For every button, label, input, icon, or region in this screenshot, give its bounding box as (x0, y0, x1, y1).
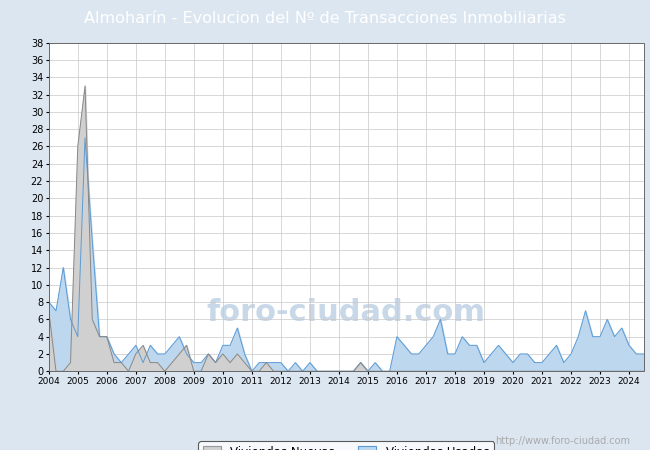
Text: http://www.foro-ciudad.com: http://www.foro-ciudad.com (495, 436, 630, 446)
Text: Almoharín - Evolucion del Nº de Transacciones Inmobiliarias: Almoharín - Evolucion del Nº de Transacc… (84, 11, 566, 26)
Text: foro-ciudad.com: foro-ciudad.com (207, 297, 486, 327)
Legend: Viviendas Nuevas, Viviendas Usadas: Viviendas Nuevas, Viviendas Usadas (198, 441, 494, 450)
